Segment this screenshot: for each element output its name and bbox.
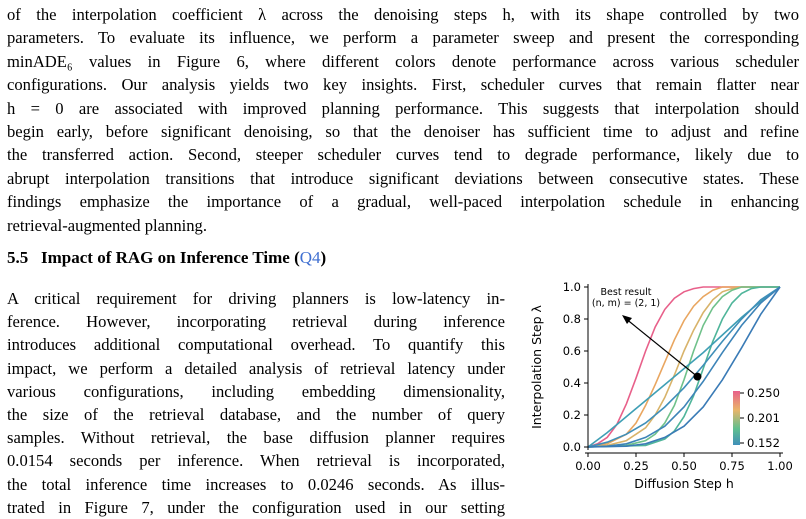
best-result-point [693, 372, 702, 381]
x-tick-label: 0.00 [575, 459, 601, 473]
x-tick-label: 0.50 [671, 459, 697, 473]
colorbar-tick-label: 0.152 [747, 436, 780, 450]
annotation-arrow-line [624, 317, 698, 378]
series-line-8 [587, 286, 781, 448]
series-line-7 [587, 286, 781, 448]
scheduler-curves [587, 286, 781, 448]
x-tick-label: 0.75 [719, 459, 745, 473]
text-line: samples. Without retrieval, the base dif… [7, 428, 505, 448]
text-line: abrupt interpolation transitions that in… [7, 168, 799, 188]
x-axis-label: Diffusion Step h [634, 476, 734, 491]
annotation-arrowhead [622, 315, 632, 324]
y-tick-label: 0.2 [563, 408, 581, 422]
chart-axes: 0.0 0.2 0.4 0.6 0.8 1.0 0.00 0.25 0.50 0.75 1.00 Di… [529, 280, 793, 491]
best-result-annotation: Best result(n, m) = (2, 1) [592, 287, 702, 381]
text-line: parameters. To evaluate its influence, w… [7, 28, 799, 48]
text-line: A critical requirement for driving plann… [7, 289, 505, 308]
text-line: impact, we perform a detailed analysis o… [7, 358, 505, 378]
series-line-6 [587, 286, 781, 448]
text-line: trated in Figure 7, under the configurat… [7, 497, 505, 517]
paragraph-inference-time: A critical requirement for driving plann… [7, 287, 505, 519]
scheduler-chart: 0.0 0.2 0.4 0.6 0.8 1.0 0.00 0.25 0.50 0.75 1.00 Di… [529, 280, 793, 491]
text-line: begin early, before significant denoisin… [7, 122, 799, 142]
colorbar-tick-label: 0.201 [747, 411, 780, 425]
text-line: introduces additional computational over… [7, 335, 505, 355]
series-line-1 [587, 286, 780, 448]
text-line: the total inference time increases to 0.… [7, 474, 505, 494]
section-title-close: ) [320, 248, 327, 267]
text-line: various configurations, including embedd… [7, 381, 505, 401]
colorbar: 0.250 0.201 0.152 [733, 386, 780, 450]
y-tick-label: 0.6 [563, 344, 581, 358]
text-line: minADE₆ values in Figure 6, where differ… [7, 51, 799, 71]
text-line: configurations. Our analysis yields two … [7, 75, 799, 95]
series-line-2 [587, 286, 780, 448]
text-line: h = 0 are associated with improved plann… [7, 98, 799, 118]
annotation-label: Best result [601, 287, 652, 298]
y-tick-label: 0.0 [563, 440, 581, 454]
section-number: 5.5 [7, 248, 29, 267]
section-heading: 5.5 Impact of RAG on Inference Time (Q4) [7, 248, 326, 268]
paragraph-scheduler: of the interpolation coefficient λ acros… [7, 3, 799, 237]
question-ref-link[interactable]: Q4 [299, 248, 321, 267]
x-tick-label: 1.00 [767, 459, 793, 473]
x-tick-label: 0.25 [623, 459, 649, 473]
text-line: ference. However, incorporating retrieva… [7, 312, 505, 332]
text-line: the size of the retrieval database, and … [7, 405, 505, 425]
text-line: retrieval-augmented planning. [7, 215, 207, 235]
y-tick-label: 1.0 [563, 280, 581, 294]
y-tick-label: 0.4 [563, 376, 581, 390]
colorbar-gradient [733, 391, 740, 445]
annotation-params: (n, m) = (2, 1) [592, 298, 660, 309]
text-line: findings emphasize the importance of a g… [7, 192, 799, 212]
series-line-4 [587, 286, 780, 448]
text-line: the transferred action. Second, steeper … [7, 145, 799, 165]
y-tick-label: 0.8 [563, 312, 581, 326]
y-axis-label: Interpolation Step λ [529, 305, 544, 429]
text-line: 0.0154 seconds per inference. When retri… [7, 451, 505, 471]
section-title: Impact of RAG on Inference Time ( [41, 248, 300, 267]
colorbar-tick-label: 0.250 [747, 386, 780, 400]
text-line: of the interpolation coefficient λ acros… [7, 5, 799, 24]
